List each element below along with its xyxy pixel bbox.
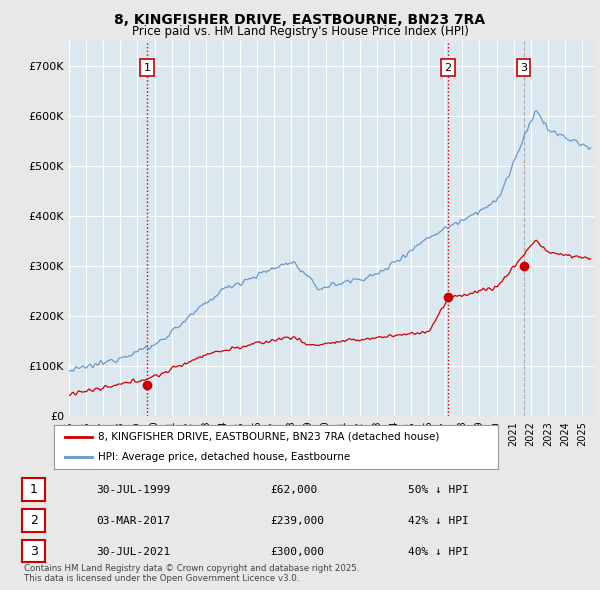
Text: 3: 3	[29, 545, 38, 558]
Text: 1: 1	[29, 483, 38, 496]
Text: 50% ↓ HPI: 50% ↓ HPI	[408, 486, 469, 495]
Text: 2: 2	[29, 514, 38, 527]
Text: 30-JUL-1999: 30-JUL-1999	[96, 486, 170, 495]
Text: £239,000: £239,000	[270, 516, 324, 526]
Text: 40% ↓ HPI: 40% ↓ HPI	[408, 547, 469, 556]
Text: 03-MAR-2017: 03-MAR-2017	[96, 516, 170, 526]
Text: 8, KINGFISHER DRIVE, EASTBOURNE, BN23 7RA (detached house): 8, KINGFISHER DRIVE, EASTBOURNE, BN23 7R…	[98, 432, 440, 442]
Text: 1: 1	[144, 63, 151, 73]
Text: 8, KINGFISHER DRIVE, EASTBOURNE, BN23 7RA: 8, KINGFISHER DRIVE, EASTBOURNE, BN23 7R…	[115, 13, 485, 27]
Text: HPI: Average price, detached house, Eastbourne: HPI: Average price, detached house, East…	[98, 452, 350, 462]
Text: £300,000: £300,000	[270, 547, 324, 556]
Text: 3: 3	[520, 63, 527, 73]
Text: 2: 2	[445, 63, 452, 73]
Text: Price paid vs. HM Land Registry's House Price Index (HPI): Price paid vs. HM Land Registry's House …	[131, 25, 469, 38]
Text: Contains HM Land Registry data © Crown copyright and database right 2025.
This d: Contains HM Land Registry data © Crown c…	[24, 563, 359, 583]
Text: £62,000: £62,000	[270, 486, 317, 495]
Text: 42% ↓ HPI: 42% ↓ HPI	[408, 516, 469, 526]
Text: 30-JUL-2021: 30-JUL-2021	[96, 547, 170, 556]
